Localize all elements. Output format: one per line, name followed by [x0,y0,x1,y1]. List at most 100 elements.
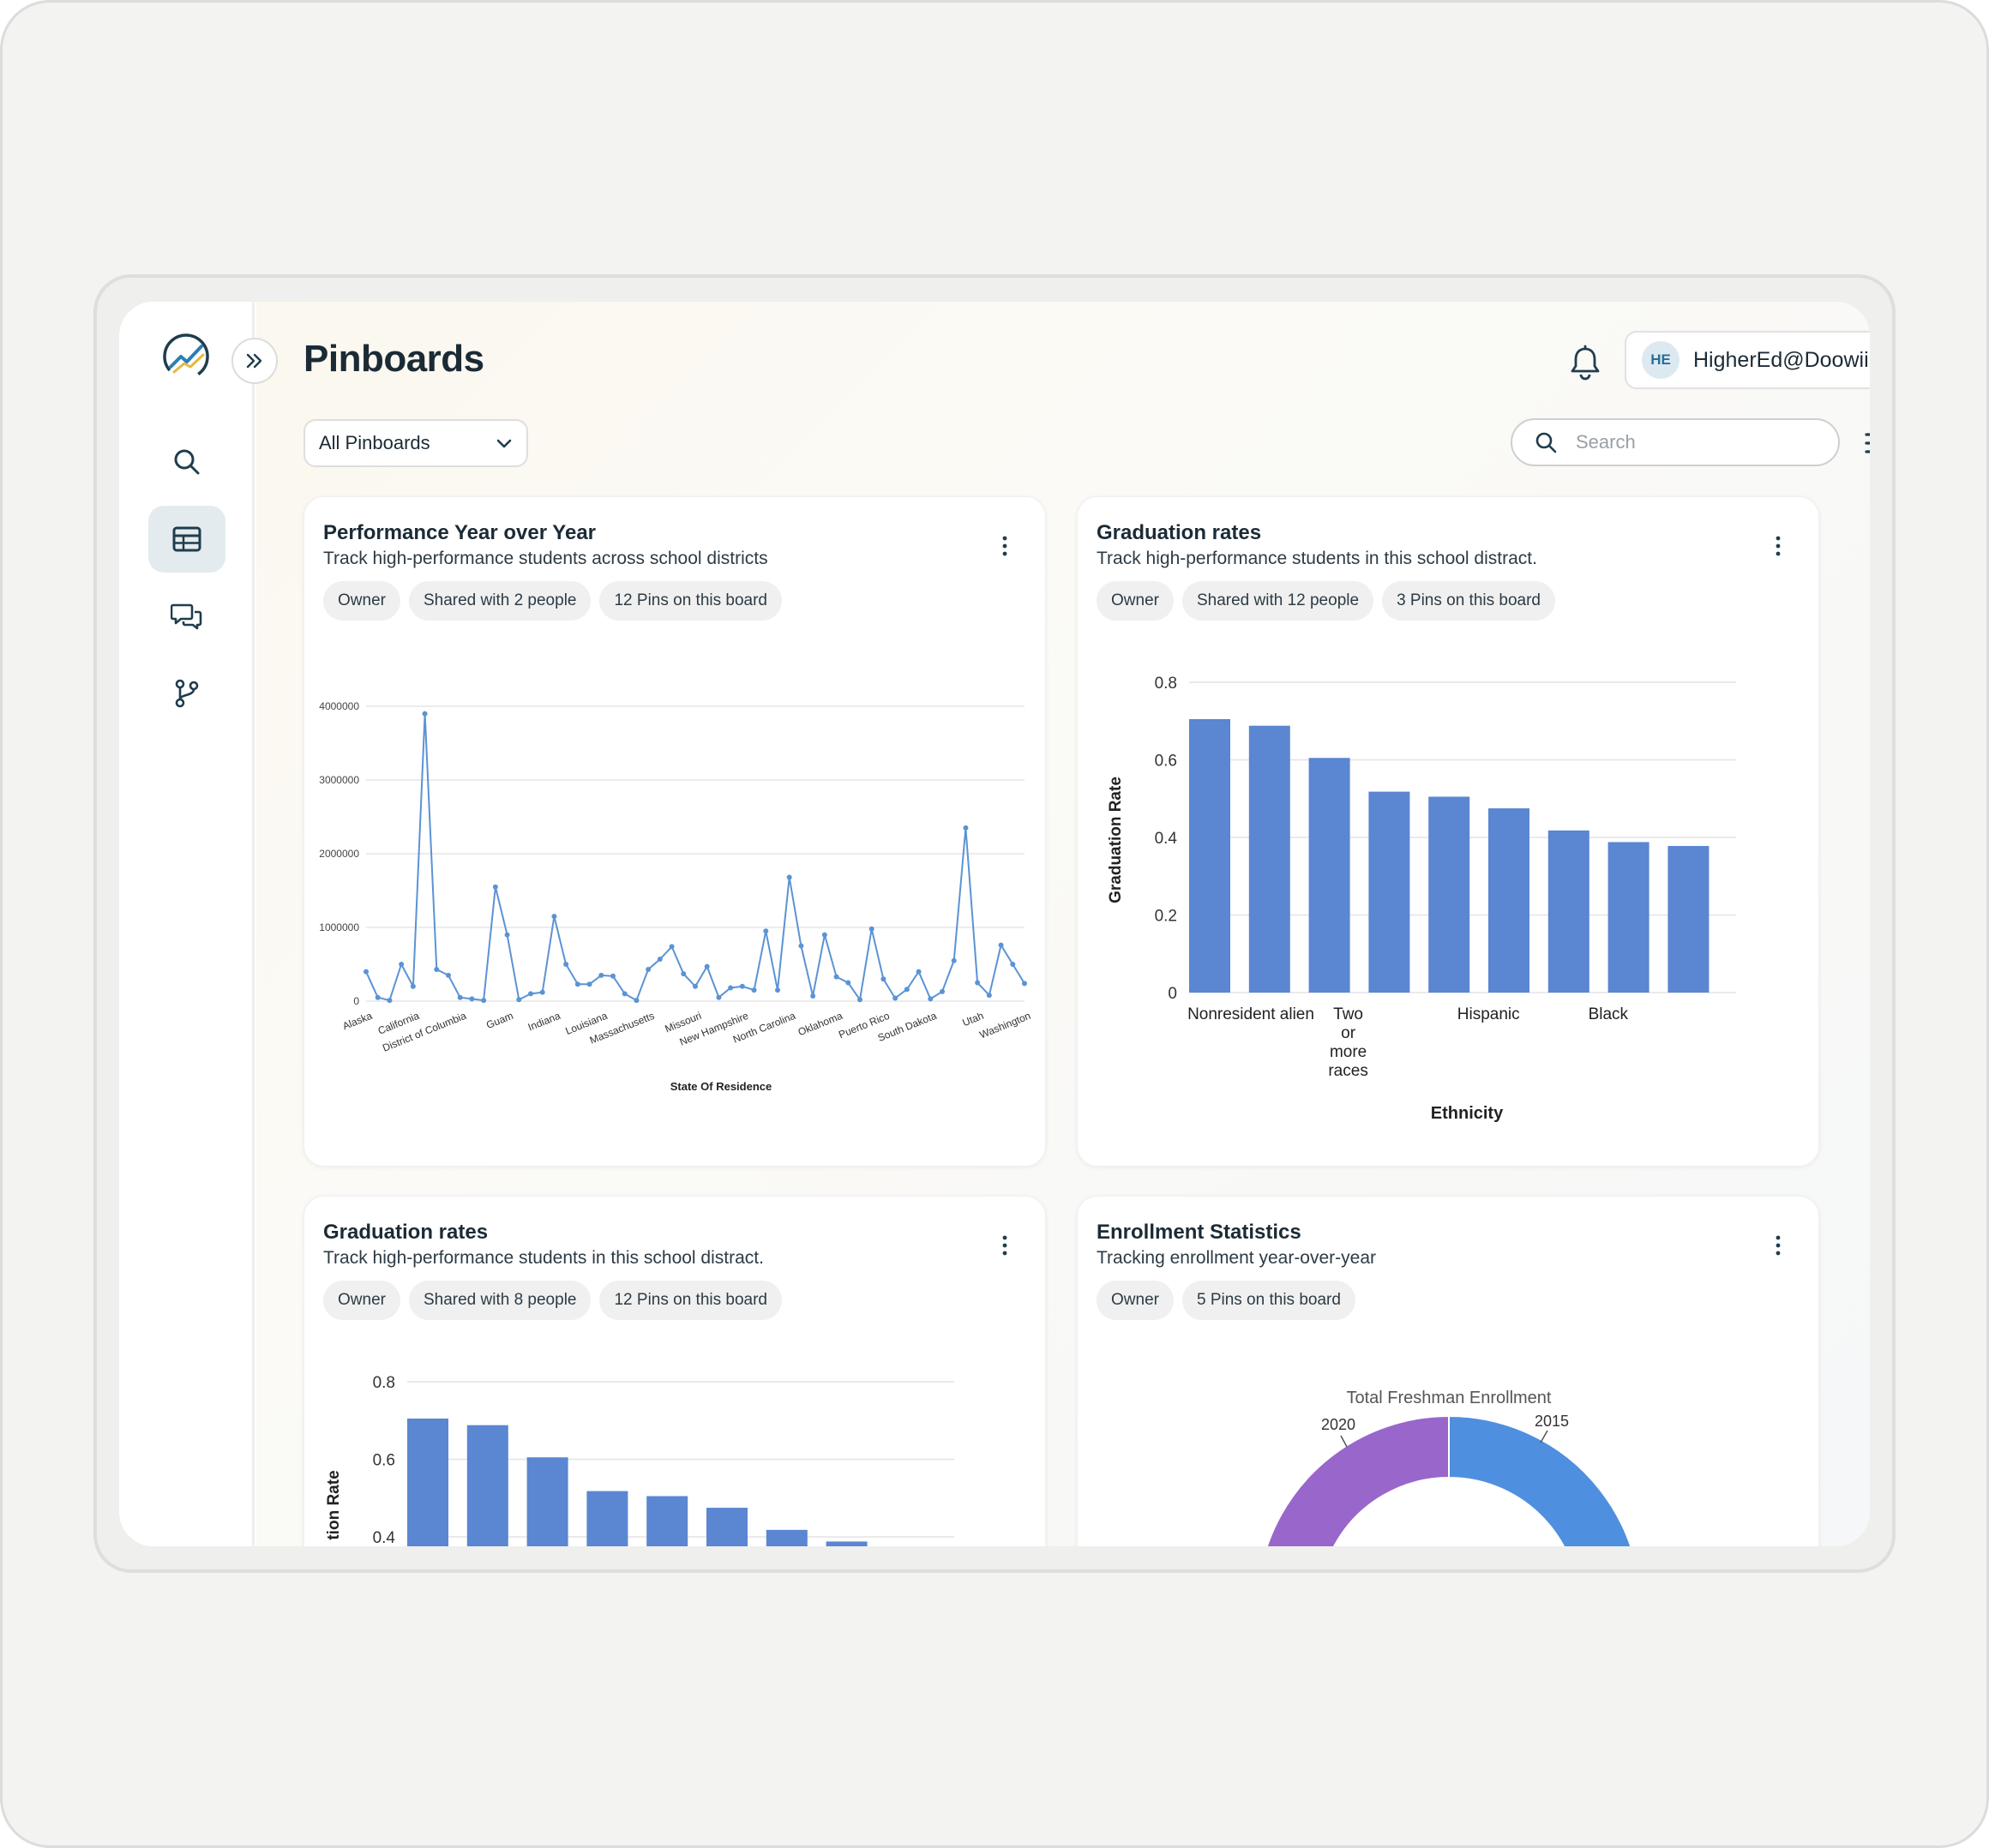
more-vertical-icon[interactable] [1001,1234,1009,1257]
pinboard-card[interactable]: Performance Year over Year Track high-pe… [303,496,1046,1167]
data-point [693,983,698,989]
data-point [446,972,451,978]
data-point [539,989,545,995]
app-window: Pinboards HE HigherEd@Doowii.io All Pinb… [119,302,1870,1546]
card-chips: Owner 5 Pins on this board [1097,1281,1355,1320]
card-chips: Owner Shared with 8 people 12 Pins on th… [323,1281,782,1320]
y-tick-label: 0.2 [1155,908,1177,926]
card-chips: Owner Shared with 2 people 12 Pins on th… [323,581,782,621]
data-point [751,987,757,993]
slice-label: 2015 [1535,1413,1569,1430]
data-point [669,944,675,950]
sidebar-item-chat[interactable] [148,583,225,650]
data-point [551,914,557,920]
shared-chip[interactable]: Shared with 2 people [408,581,592,621]
x-tick-label: Hispanic [1457,1005,1520,1023]
page-title: Pinboards [303,338,484,380]
pinboard-card[interactable]: Enrollment Statistics Tracking enrollmen… [1077,1196,1819,1546]
data-point [775,987,780,993]
data-point [716,994,722,1000]
data-point [998,942,1004,948]
data-point [798,943,804,949]
data-point [821,932,827,938]
series-line [365,713,1025,1002]
x-tick-label: Alaska [340,1010,374,1033]
bar [646,1496,688,1546]
data-point [928,996,934,1002]
app-logo[interactable] [160,331,212,382]
x-tick-label: District of Columbia [381,1010,468,1054]
main-content: Pinboards HE HigherEd@Doowii.io All Pinb… [256,302,1870,1546]
sidebar-item-pinboards[interactable] [148,506,225,573]
bar [1248,725,1290,993]
y-tick-label: 4000000 [319,700,359,712]
y-tick-label: 3000000 [319,774,359,786]
pinboard-card[interactable]: Graduation rates Track high-performance … [303,1196,1046,1546]
data-point [387,998,393,1004]
data-point [634,998,640,1004]
donut-slice [1265,1414,1450,1546]
y-tick-label: 0.8 [373,1374,395,1392]
card-title: Performance Year over Year [323,521,596,544]
pinboard-card[interactable]: Graduation rates Track high-performance … [1077,496,1819,1167]
data-point [504,932,510,938]
user-menu[interactable]: HE HigherEd@Doowii.io [1625,331,1870,389]
y-tick-label: 0 [353,995,359,1007]
data-point [986,993,992,999]
bar [466,1425,508,1546]
bar [1488,808,1529,993]
bar [826,1541,868,1546]
sidebar-item-branches[interactable] [148,660,225,727]
y-tick-label: 0.8 [1155,675,1177,693]
y-tick-label: 0.6 [1155,753,1177,771]
data-point [845,980,851,986]
branch-icon [175,679,199,708]
data-point [940,988,945,994]
data-point [728,985,734,991]
search-input[interactable] [1576,431,1807,453]
search-box[interactable] [1511,418,1840,466]
x-tick-label: Black [1589,1005,1629,1023]
owner-chip: Owner [1097,1281,1174,1320]
x-tick-label: Nonresident alien [1187,1005,1314,1023]
data-point [763,928,769,934]
y-tick-label: 0.6 [373,1452,395,1470]
pins-chip: 12 Pins on this board [599,581,782,621]
label-leader [1340,1435,1348,1448]
owner-chip: Owner [323,581,400,621]
card-description: Track high-performance students across s… [323,549,768,568]
data-point [410,983,416,989]
data-point [492,884,498,890]
bell-icon[interactable] [1568,345,1602,382]
data-point [857,997,862,1003]
pins-chip: 5 Pins on this board [1181,1281,1355,1320]
x-tick-label: Indiana [526,1010,562,1034]
data-point [516,997,522,1003]
search-icon [1535,432,1557,453]
shared-chip[interactable]: Shared with 8 people [408,1281,592,1320]
pinboard-filter-select[interactable]: All Pinboards [303,419,528,467]
bar [1428,796,1470,993]
bar [1368,791,1410,993]
data-point [622,991,628,997]
more-vertical-icon[interactable] [1774,1234,1782,1257]
chevrons-right-icon [246,353,262,369]
data-point [786,874,792,880]
bar [526,1457,568,1546]
data-point [574,981,580,987]
data-point [469,996,475,1002]
sidebar [119,302,255,1546]
y-tick-label: 0 [1168,985,1177,1003]
card-description: Track high-performance students in this … [1097,549,1537,568]
shared-chip[interactable]: Shared with 12 people [1181,581,1374,621]
x-tick-label: Two or more races [1328,1005,1367,1080]
x-tick-label: Washington [978,1010,1033,1041]
data-point [646,967,652,973]
data-point [833,974,839,980]
more-vertical-icon[interactable] [1774,535,1782,557]
more-vertical-icon[interactable] [1001,535,1009,557]
expand-sidebar-button[interactable] [231,338,278,384]
list-view-icon[interactable] [1864,430,1870,456]
data-point [364,969,369,975]
sidebar-item-search[interactable] [148,429,225,495]
